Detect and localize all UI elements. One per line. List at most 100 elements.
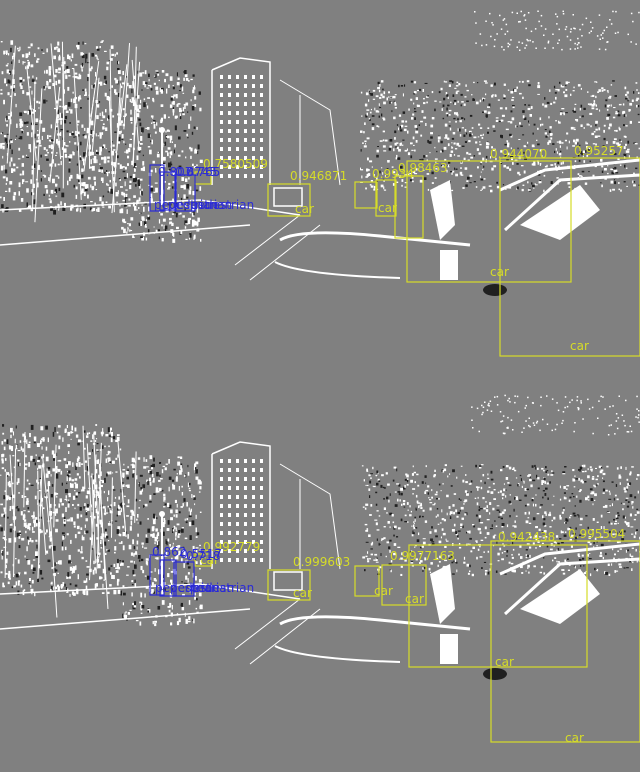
edge-speck — [614, 523, 617, 525]
edge-speck — [56, 562, 58, 564]
edge-speck — [10, 140, 13, 143]
edge-speck — [152, 582, 154, 585]
edge-speck — [509, 398, 511, 400]
edge-speck — [636, 529, 638, 531]
edge-speck — [99, 152, 101, 156]
edge-speck — [32, 580, 34, 584]
edge-speck — [461, 466, 463, 467]
edge-speck — [1, 454, 4, 457]
edge-speck — [545, 493, 547, 496]
edge-speck — [9, 188, 11, 192]
edge-speck — [151, 88, 153, 90]
edge-speck — [613, 519, 615, 521]
edge-speck — [174, 144, 176, 147]
edge-speck — [150, 482, 152, 486]
edge-speck — [0, 89, 2, 91]
edge-speck — [139, 197, 141, 201]
edge-speck — [96, 133, 97, 136]
edge-speck — [59, 560, 62, 564]
edge-speck — [636, 98, 639, 100]
edge-speck — [172, 605, 173, 610]
edge-speck — [159, 80, 160, 81]
edge-speck — [97, 207, 99, 212]
building-window — [236, 102, 239, 106]
edge-speck — [163, 219, 166, 222]
class-label: car — [570, 339, 589, 353]
edge-speck — [506, 427, 508, 429]
edge-speck — [147, 97, 150, 99]
edge-speck — [121, 86, 122, 89]
edge-speck — [530, 114, 533, 117]
edge-speck — [572, 110, 573, 112]
edge-speck — [587, 475, 590, 478]
edge-speck — [476, 557, 478, 560]
edge-speck — [142, 72, 144, 73]
building-window — [244, 138, 247, 142]
edge-speck — [581, 402, 583, 404]
edge-speck — [561, 108, 564, 109]
edge-speck — [384, 487, 386, 489]
edge-speck — [437, 514, 439, 516]
edge-speck — [487, 409, 489, 411]
edge-speck — [441, 490, 442, 491]
edge-speck — [29, 540, 31, 542]
edge-speck — [55, 184, 57, 186]
edge-speck — [125, 144, 126, 145]
edge-speck — [543, 490, 545, 491]
edge-speck — [123, 545, 125, 550]
edge-speck — [58, 164, 60, 166]
edge-speck — [394, 102, 396, 104]
edge-speck — [158, 229, 161, 231]
edge-speck — [595, 124, 596, 126]
edge-speck — [22, 448, 24, 452]
edge-speck — [23, 79, 25, 81]
edge-speck — [457, 155, 460, 156]
edge-speck — [505, 33, 507, 35]
edge-speck — [35, 551, 38, 556]
edge-speck — [451, 190, 453, 191]
edge-speck — [41, 205, 43, 208]
edge-speck — [16, 136, 17, 137]
edge-speck — [48, 438, 49, 443]
edge-speck — [6, 552, 8, 555]
edge-speck — [138, 457, 140, 460]
edge-speck — [183, 503, 184, 506]
edge-speck — [501, 46, 503, 48]
edge-speck — [500, 469, 502, 471]
edge-speck — [381, 474, 384, 476]
edge-speck — [51, 582, 52, 585]
edge-speck — [576, 139, 579, 142]
edge-speck — [38, 457, 40, 460]
edge-speck — [603, 130, 605, 133]
edge-speck — [175, 537, 176, 540]
edge-speck — [578, 556, 580, 557]
edge-speck — [183, 498, 185, 502]
edge-speck — [545, 129, 547, 130]
edge-speck — [24, 519, 26, 522]
edge-speck — [197, 532, 199, 535]
edge-speck — [162, 600, 165, 605]
edge-speck — [147, 481, 149, 485]
edge-speck — [161, 104, 164, 107]
edge-speck — [498, 560, 500, 561]
edge-speck — [6, 65, 8, 67]
edge-speck — [172, 239, 175, 243]
building-window — [244, 486, 247, 490]
wheel-shadow — [483, 668, 507, 680]
edge-speck — [559, 538, 561, 539]
edge-speck — [3, 537, 6, 539]
edge-speck — [526, 520, 529, 523]
edge-speck — [488, 572, 490, 575]
edge-speck — [27, 126, 29, 127]
edge-speck — [96, 449, 98, 451]
edge-speck — [39, 102, 41, 104]
edge-speck — [459, 129, 461, 132]
edge-speck — [611, 523, 613, 525]
edge-speck — [91, 53, 94, 57]
edge-speck — [555, 89, 558, 90]
edge-speck — [429, 568, 431, 571]
edge-speck — [138, 119, 140, 121]
edge-speck — [472, 134, 473, 136]
edge-speck — [123, 585, 125, 587]
edge-speck — [115, 540, 116, 542]
